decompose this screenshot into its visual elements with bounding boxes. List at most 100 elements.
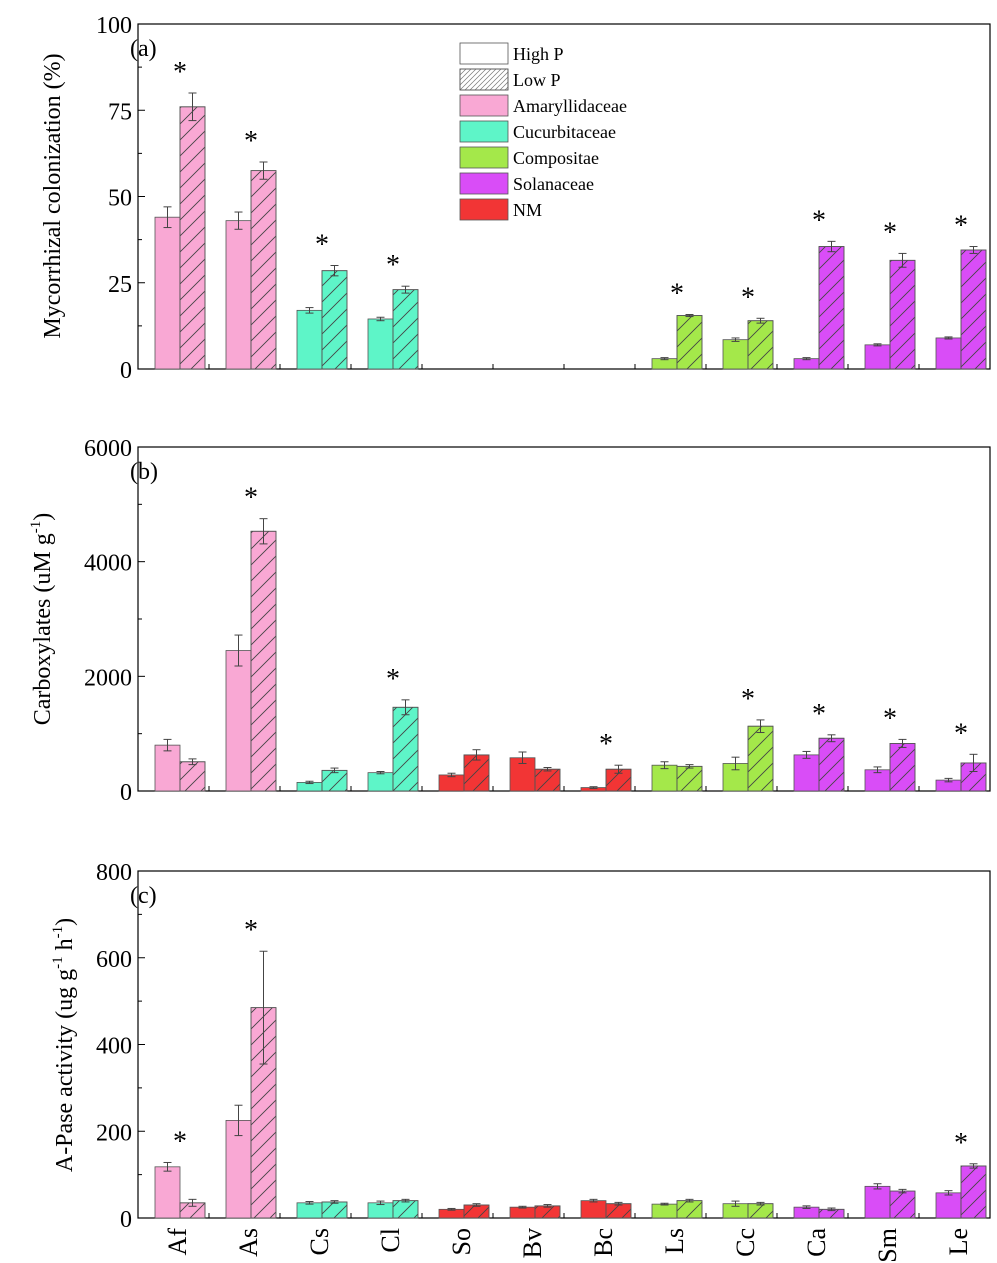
x-tick-label-As: As [234,1228,263,1257]
legend-swatch-solanaceae [459,172,509,195]
bar-hatch-Le [960,249,987,370]
bar-hatch-Cs [321,769,348,792]
x-tick-label-Cs: Cs [305,1228,334,1255]
y-tick-label: 800 [96,860,132,886]
bar-Af-high-p [154,744,181,792]
legend: High P Low P Amaryllidaceae Cucurbitaceae C… [459,42,627,221]
panel-c-y-label-main: A-Pase activity (ug g [52,969,78,1172]
significance-star-Af: * [173,57,187,88]
bar-Le-high-p [935,1192,962,1219]
panel-a-label: (a) [130,36,157,62]
legend-swatch-solid [459,42,509,65]
panel-c-bars: * * * [154,915,987,1219]
bar-hatch-Ca [818,246,845,370]
significance-star-Sm: * [883,703,897,734]
bar-Sm-high-p [864,1185,891,1219]
panel-a-chart: (a) 0 25 50 75 100 * * * * * * * * * Mycorrhizal col… [40,13,991,384]
bar-Bc-high-p [580,1200,607,1219]
bar-hatch-Cc [747,725,774,792]
panel-b-y-axis: 0 2000 4000 6000 [84,436,145,806]
y-tick-label: 200 [96,1120,132,1146]
bar-Af-high-p [154,1166,181,1219]
panel-c-chart: (c) 0 200 400 600 800 * * * A-Pase activity (u… [50,860,991,1263]
x-tick-label-Bv: Bv [518,1228,547,1258]
y-tick-label: 0 [120,1207,132,1233]
y-tick-label: 600 [96,947,132,973]
bar-Ca-high-p [793,754,820,792]
panel-b-y-label-end: ) [30,513,56,521]
bar-hatch-Bv [534,1205,561,1219]
bar-Le-high-p [935,337,962,370]
bar-Cl-high-p [367,772,394,792]
panel-c-y-axis: 0 200 400 600 800 [96,860,145,1233]
bar-hatch-Bv [534,768,561,792]
significance-star-As: * [244,126,258,157]
bar-Cs-high-p [296,1202,323,1219]
bar-hatch-Sm [889,743,916,792]
panel-b-y-label-sup: -1 [28,521,44,534]
bar-hatch-Cs [321,270,348,370]
panel-b-bars: * * * * * * * [154,483,987,792]
y-tick-label: 2000 [84,665,132,691]
bar-As-high-p [225,650,252,792]
y-tick-label: 50 [108,186,132,212]
legend-swatch-nm [459,198,509,221]
significance-star-Cl: * [386,664,400,695]
panel-a-bars: * * * * * * * * * [154,57,987,370]
legend-label: Cucurbitaceae [513,122,616,142]
bar-hatch-Cs [321,1201,348,1219]
x-tick-label-So: So [447,1228,476,1255]
y-tick-label: 100 [96,13,132,39]
y-tick-label: 400 [96,1034,132,1060]
panel-c-y-axis-label: A-Pase activity (ug g-1 h-1) [50,918,78,1172]
panel-a-y-axis-label: Mycorrhizal colonization (%) [40,53,66,338]
bar-Ls-high-p [651,764,678,792]
legend-swatch-hatch-fill [459,68,509,91]
legend-swatch-cucurbitaceae [459,120,509,143]
significance-star-Le: * [954,1128,968,1159]
bar-hatch-Sm [889,259,916,370]
x-tick-label-Af: Af [163,1228,192,1256]
x-tick-label-Sm: Sm [873,1228,902,1263]
bar-hatch-Cl [392,289,419,370]
x-tick-label-Ls: Ls [660,1228,689,1254]
significance-star-Cl: * [386,250,400,281]
x-axis-tick-labels: Af As Cs Cl So Bv Bc Ls Cc Ca Sm Le [163,1228,973,1263]
x-tick-label-Ca: Ca [802,1228,831,1257]
bar-hatch-Cc [747,320,774,370]
x-tick-label-Cc: Cc [731,1228,760,1257]
bar-hatch-Ls [676,1200,703,1219]
panel-a-y-axis: 0 25 50 75 100 [96,13,145,384]
y-tick-label: 0 [120,358,132,384]
bar-hatch-As [250,530,277,792]
panel-b-label: (b) [130,459,158,485]
significance-star-Cs: * [315,230,329,261]
significance-star-As: * [244,483,258,514]
panel-c-y-label-end: ) [52,918,78,926]
significance-star-Ls: * [670,278,684,309]
significance-star-Cc: * [741,684,755,715]
legend-label: High P [513,44,564,64]
legend-label: Amaryllidaceae [513,96,627,116]
y-tick-label: 75 [108,99,132,125]
bar-hatch-So [463,1204,490,1219]
significance-star-Cc: * [741,282,755,313]
panel-c-y-label-sup1: -1 [50,956,66,969]
bar-Cl-high-p [367,318,394,370]
legend-swatch-amaryllidaceae [459,94,509,117]
panel-b-chart: (b) 0 2000 4000 6000 * * * * * * * Carboxylates (… [28,436,991,806]
x-tick-label-Bc: Bc [589,1228,618,1257]
bar-hatch-Ca [818,737,845,792]
panel-c-y-label-sup2: -1 [50,926,66,939]
bar-Cc-high-p [722,339,749,370]
significance-star-Le: * [954,718,968,749]
bar-hatch-Cl [392,706,419,792]
bar-hatch-Cl [392,1200,419,1219]
bar-So-high-p [438,774,465,792]
legend-label: NM [513,200,542,220]
bar-Af-high-p [154,216,181,370]
bar-hatch-Af [179,106,206,370]
significance-star-Ca: * [812,205,826,236]
legend-label: Compositae [513,148,599,168]
